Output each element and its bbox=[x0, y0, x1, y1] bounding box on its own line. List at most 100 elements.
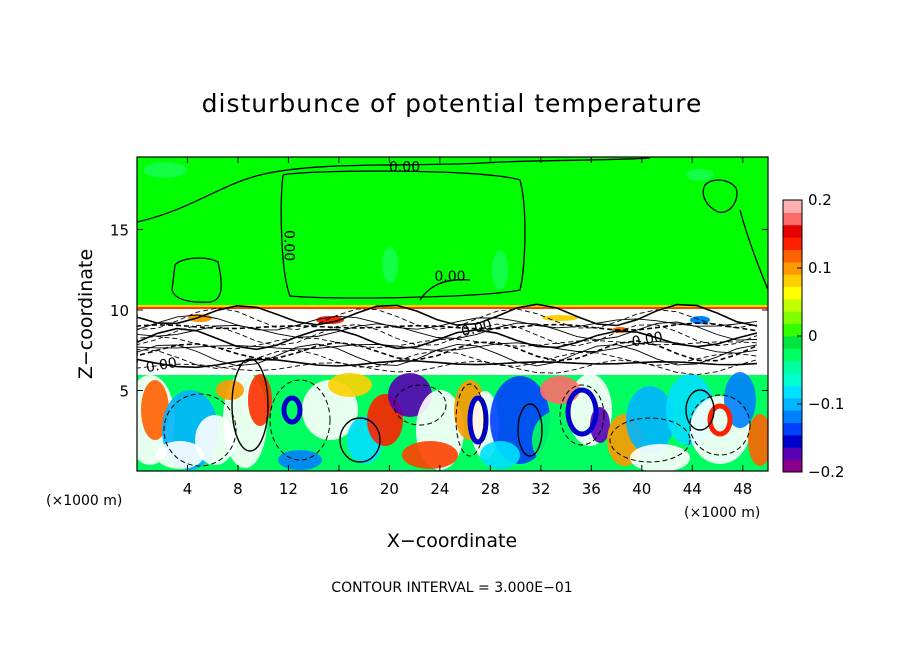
colorbar-tick-label: −0.2 bbox=[808, 463, 844, 481]
x-unit-right: (×1000 m) bbox=[684, 505, 760, 521]
x-tick-label: 36 bbox=[582, 480, 601, 498]
colorbar-swatch bbox=[783, 422, 802, 436]
contour-dashed bbox=[269, 379, 331, 461]
colorbar-swatch bbox=[783, 434, 802, 448]
x-tick-label: 20 bbox=[380, 480, 399, 498]
x-tick-label: 4 bbox=[183, 480, 193, 498]
colorbar-swatch bbox=[783, 237, 802, 250]
x-tick-label: 24 bbox=[430, 480, 449, 498]
colorbar-swatch bbox=[783, 298, 802, 312]
field-ring bbox=[565, 387, 599, 437]
field-blob bbox=[540, 376, 580, 404]
x-tick-label: 44 bbox=[683, 480, 702, 498]
contour-solid bbox=[280, 170, 526, 299]
contour-label: 0.00 bbox=[460, 317, 494, 341]
y-axis: 5 10 15 bbox=[110, 221, 768, 400]
contour-mixing bbox=[137, 314, 758, 331]
contour-mixing bbox=[137, 343, 758, 367]
field-blob bbox=[480, 441, 520, 469]
contour-label: 0.00 bbox=[281, 230, 297, 261]
y-axis-label: Z−coordinate bbox=[75, 249, 97, 379]
x-unit-left: (×1000 m) bbox=[46, 493, 122, 509]
contour-mixing bbox=[137, 340, 758, 354]
contour-labels: 0.00 0.00 0.00 0.00 0.00 0.00 bbox=[145, 159, 664, 376]
field-blob bbox=[156, 441, 204, 469]
colorbar: 0.2 0.1 0 −0.1 −0.2 bbox=[782, 191, 844, 481]
plot-frame bbox=[136, 156, 769, 472]
colorbar-swatch bbox=[783, 373, 802, 386]
contour-solid-lower bbox=[685, 389, 715, 431]
y-tick-label: 10 bbox=[110, 302, 129, 320]
x-tick-label: 48 bbox=[733, 480, 752, 498]
colorbar-swatch bbox=[783, 200, 802, 213]
field-blob bbox=[141, 380, 169, 440]
colorbar-swatch bbox=[783, 348, 802, 362]
mixing-layer bbox=[137, 309, 768, 375]
contour-dashed bbox=[689, 394, 751, 456]
contour-mixing bbox=[137, 358, 758, 369]
x-tick-label: 8 bbox=[233, 480, 243, 498]
contour-dashed bbox=[163, 393, 237, 467]
colorbar-swatch bbox=[783, 323, 802, 337]
contour-lines bbox=[137, 157, 768, 467]
contour-label: 0.00 bbox=[389, 159, 420, 175]
field-ring bbox=[281, 395, 303, 425]
y-tick-label: 5 bbox=[119, 382, 129, 400]
field-blob bbox=[278, 450, 322, 470]
colorbar-swatch bbox=[783, 447, 802, 461]
contour-mixing bbox=[137, 322, 758, 332]
contour-mixing bbox=[137, 359, 758, 376]
colorbar-swatch bbox=[783, 410, 802, 424]
contour-solid-lower bbox=[231, 358, 269, 452]
colorbar-swatch bbox=[783, 249, 802, 263]
contour-mixing bbox=[137, 321, 758, 341]
field-streak bbox=[188, 314, 212, 322]
x-axis-label: X−coordinate bbox=[387, 530, 517, 552]
contour-mixing bbox=[137, 323, 758, 347]
contour-dashed bbox=[393, 384, 447, 426]
contour-interval-note: CONTOUR INTERVAL = 3.000E−01 bbox=[331, 580, 572, 596]
contour-dashed bbox=[455, 383, 485, 457]
x-tick-label: 28 bbox=[481, 480, 500, 498]
x-tick-label: 40 bbox=[632, 480, 651, 498]
turbulence-blobs bbox=[137, 314, 768, 471]
field-blob bbox=[748, 414, 768, 466]
field-blob bbox=[626, 386, 674, 454]
chart-title: disturbunce of potential temperature bbox=[202, 89, 703, 118]
contour-solid-lower bbox=[339, 417, 381, 463]
contour-mixing bbox=[137, 340, 758, 362]
contour-solid-lower bbox=[517, 403, 543, 457]
colorbar-tick-label: 0.2 bbox=[808, 191, 832, 209]
plot-area: 0.00 0.00 0.00 0.00 0.00 0.00 bbox=[137, 157, 768, 471]
colorbar-swatch bbox=[783, 360, 802, 374]
contour-label: 0.00 bbox=[631, 329, 664, 350]
x-axis: 4 8 12 16 20 24 28 32 36 40 44 48 bbox=[183, 157, 752, 498]
colorbar-swatch bbox=[783, 336, 802, 349]
contour-solid bbox=[137, 157, 651, 223]
colorbar-swatch bbox=[783, 212, 802, 226]
colorbar-swatch bbox=[783, 286, 802, 300]
x-tick-label: 16 bbox=[329, 480, 348, 498]
colorbar-tick-label: −0.1 bbox=[808, 395, 844, 413]
contour-mixing bbox=[137, 307, 758, 331]
contour-solid bbox=[419, 279, 471, 301]
contour-mixing bbox=[137, 335, 758, 350]
contour-dashed bbox=[609, 417, 691, 463]
contour-label: 0.00 bbox=[145, 355, 178, 376]
colorbar-tick-label: 0.1 bbox=[808, 259, 832, 277]
field-blob bbox=[328, 373, 372, 397]
contour-solid bbox=[171, 257, 222, 303]
field-blob bbox=[630, 444, 690, 471]
field-streak bbox=[542, 315, 578, 321]
contour-solid bbox=[702, 179, 738, 213]
colorbar-swatch bbox=[783, 385, 802, 399]
colorbar-swatch bbox=[783, 459, 802, 473]
colorbar-tick-label: 0 bbox=[808, 327, 818, 345]
contour-label: 0.00 bbox=[434, 269, 465, 285]
colorbar-swatch bbox=[783, 311, 802, 325]
contour-solid bbox=[739, 209, 768, 291]
upper-wisps bbox=[143, 162, 714, 290]
x-tick-label: 32 bbox=[531, 480, 550, 498]
x-tick-label: 12 bbox=[279, 480, 298, 498]
y-tick-label: 15 bbox=[110, 221, 129, 239]
